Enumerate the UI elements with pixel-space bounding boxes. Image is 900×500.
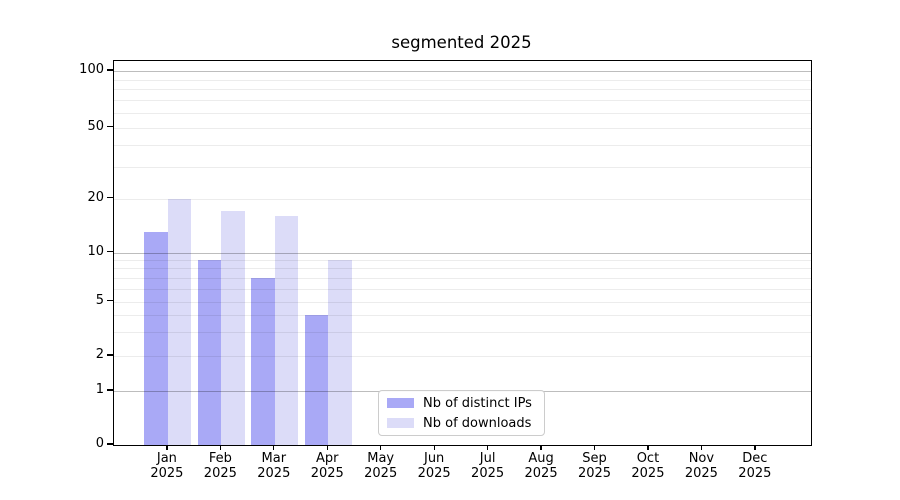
gridline-minor-50 xyxy=(114,127,811,129)
x-tick-label-feb: Feb 2025 xyxy=(203,451,237,481)
gridline-minor-90 xyxy=(114,79,811,81)
x-tick-label-jul: Jul 2025 xyxy=(471,451,505,481)
y-tick-label-0: 0 xyxy=(95,436,104,451)
x-tick-mark-may xyxy=(380,445,382,450)
legend-item-distinct-ips: Nb of distinct IPs xyxy=(387,393,536,413)
x-tick-label-jan: Jan 2025 xyxy=(150,451,184,481)
x-tick-label-jun: Jun 2025 xyxy=(417,451,451,481)
x-tick-mark-aug xyxy=(540,445,542,450)
gridline-minor-3 xyxy=(114,331,811,333)
x-tick-mark-feb xyxy=(219,445,222,450)
y-tick-label-1: 1 xyxy=(95,382,104,397)
legend-swatch-distinct-ips xyxy=(387,398,414,408)
y-tick-mark-5 xyxy=(107,299,113,302)
x-tick-label-aug: Aug 2025 xyxy=(524,451,558,481)
x-tick-mark-dec xyxy=(754,445,756,450)
y-tick-label-2: 2 xyxy=(95,347,104,362)
bar-nb-of-downloads-feb xyxy=(221,211,245,445)
y-tick-mark-2 xyxy=(107,354,113,356)
x-tick-mark-nov xyxy=(700,445,703,450)
gridline-minor-8 xyxy=(114,268,811,270)
chart-title: segmented 2025 xyxy=(391,33,532,52)
x-tick-label-apr: Apr 2025 xyxy=(310,451,344,481)
y-tick-label-10: 10 xyxy=(87,243,104,259)
x-tick-label-oct: Oct 2025 xyxy=(631,451,665,481)
gridline-minor-80 xyxy=(114,89,811,91)
y-tick-label-50: 50 xyxy=(87,118,104,134)
legend: Nb of distinct IPs Nb of downloads xyxy=(378,390,545,436)
gridline-minor-60 xyxy=(114,112,811,114)
plot-area xyxy=(113,60,812,446)
x-tick-label-dec: Dec 2025 xyxy=(738,451,772,481)
y-tick-mark-100 xyxy=(107,69,113,71)
bar-nb-of-downloads-apr xyxy=(328,259,352,445)
bar-nb-of-distinct-ips-mar xyxy=(251,277,275,445)
bar-nb-of-distinct-ips-feb xyxy=(197,259,222,445)
x-tick-label-may: May 2025 xyxy=(364,451,398,481)
bar-nb-of-distinct-ips-jan xyxy=(144,232,168,445)
gridline-major-10 xyxy=(114,252,811,254)
gridline-major-100 xyxy=(114,71,811,72)
gridline-minor-5 xyxy=(114,301,811,303)
y-tick-label-20: 20 xyxy=(87,189,104,205)
x-tick-label-nov: Nov 2025 xyxy=(684,451,718,481)
x-tick-mark-mar xyxy=(273,445,275,450)
gridline-minor-30 xyxy=(114,167,811,169)
bar-nb-of-downloads-jan xyxy=(167,198,192,445)
y-tick-mark-50 xyxy=(107,125,113,128)
gridline-minor-40 xyxy=(114,144,811,146)
x-tick-mark-oct xyxy=(647,445,649,450)
legend-label-distinct-ips: Nb of distinct IPs xyxy=(423,395,532,411)
x-tick-label-sep: Sep 2025 xyxy=(577,451,612,481)
x-tick-mark-jan xyxy=(166,445,168,450)
y-tick-mark-1 xyxy=(107,389,113,391)
gridline-minor-20 xyxy=(114,198,811,200)
y-tick-label-100: 100 xyxy=(79,62,104,77)
legend-swatch-downloads xyxy=(387,418,414,428)
y-tick-label-5: 5 xyxy=(95,292,104,308)
y-tick-mark-20 xyxy=(107,197,113,199)
y-tick-mark-0 xyxy=(107,443,113,445)
gridline-minor-70 xyxy=(114,100,811,102)
gridline-minor-2 xyxy=(114,356,811,357)
gridline-minor-7 xyxy=(114,277,811,279)
bar-nb-of-distinct-ips-apr xyxy=(304,314,329,445)
x-tick-mark-sep xyxy=(593,445,596,450)
legend-item-downloads: Nb of downloads xyxy=(387,413,536,433)
gridline-minor-4 xyxy=(114,314,811,316)
gridline-minor-9 xyxy=(114,259,811,261)
x-tick-mark-apr xyxy=(326,445,328,450)
x-tick-mark-jul xyxy=(487,445,489,450)
x-tick-label-mar: Mar 2025 xyxy=(257,451,291,481)
bar-nb-of-downloads-mar xyxy=(274,216,299,445)
gridline-minor-6 xyxy=(114,288,811,290)
x-tick-mark-jun xyxy=(433,445,435,450)
y-tick-mark-10 xyxy=(107,250,113,253)
legend-label-downloads: Nb of downloads xyxy=(423,415,532,431)
